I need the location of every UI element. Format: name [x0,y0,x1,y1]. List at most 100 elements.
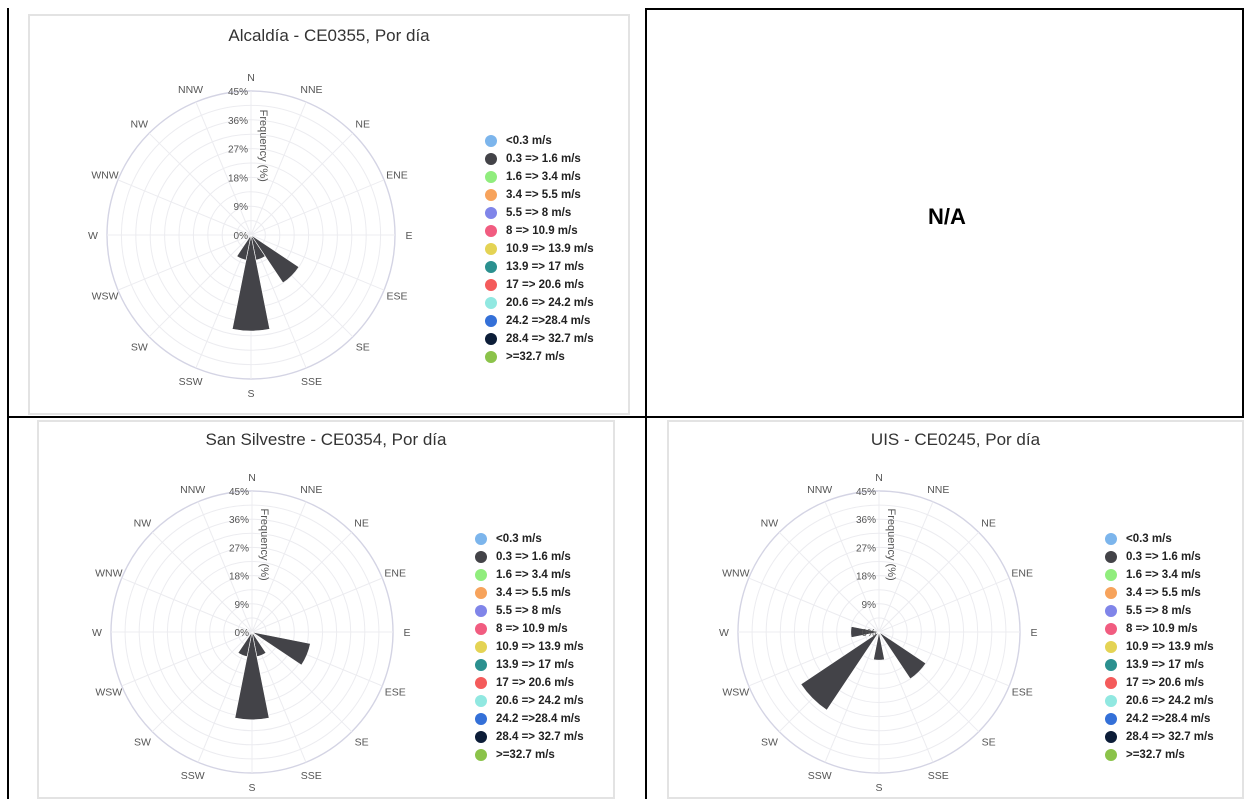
legend-item[interactable]: 3.4 => 5.5 m/s [1105,584,1214,602]
legend-item[interactable]: 13.9 => 17 m/s [1105,656,1214,674]
legend-item[interactable]: 0.3 => 1.6 m/s [485,150,594,168]
legend-item[interactable]: 28.4 => 32.7 m/s [475,728,584,746]
direction-label: WNW [722,568,749,580]
legend-item[interactable]: 5.5 => 8 m/s [475,602,584,620]
direction-label: NE [981,517,996,529]
radial-tick-label: 27% [229,543,249,554]
legend-item[interactable]: 5.5 => 8 m/s [1105,602,1214,620]
grid-left-border [7,8,9,799]
legend-item[interactable]: 3.4 => 5.5 m/s [475,584,584,602]
legend-marker-icon [475,569,487,581]
direction-label: SSW [181,770,205,782]
legend-item[interactable]: 17 => 20.6 m/s [485,276,594,294]
legend-marker-icon [1105,713,1117,725]
legend-item[interactable]: 20.6 => 24.2 m/s [1105,692,1214,710]
legend-marker-icon [1105,749,1117,761]
legend-item[interactable]: 3.4 => 5.5 m/s [485,186,594,204]
radial-tick-label: 45% [228,87,248,98]
direction-label: NNW [807,484,832,496]
legend-label: 20.6 => 24.2 m/s [1126,695,1214,707]
legend-item[interactable]: 10.9 => 13.9 m/s [485,240,594,258]
chart-panel-uis: UIS - CE0245, Por día N NNE NE ENE E ESE SE SSE… [667,420,1244,799]
direction-label: WSW [95,686,122,698]
radial-tick-label: 9% [234,202,249,213]
legend-item[interactable]: 28.4 => 32.7 m/s [1105,728,1214,746]
legend-item[interactable]: 0.3 => 1.6 m/s [1105,548,1214,566]
speed-legend: <0.3 m/s 0.3 => 1.6 m/s 1.6 => 3.4 m/s 3.4 … [1105,530,1214,764]
legend-item[interactable]: 1.6 => 3.4 m/s [485,168,594,186]
legend-label: 8 => 10.9 m/s [496,623,568,635]
direction-label: NNE [300,484,322,496]
grid-row-divider [7,416,1244,418]
legend-item[interactable]: 0.3 => 1.6 m/s [475,548,584,566]
legend-item[interactable]: 5.5 => 8 m/s [485,204,594,222]
direction-label: E [403,627,410,639]
legend-label: 20.6 => 24.2 m/s [496,695,584,707]
legend-item[interactable]: 17 => 20.6 m/s [475,674,584,692]
legend-item[interactable]: <0.3 m/s [475,530,584,548]
legend-marker-icon [1105,623,1117,635]
grid-spoke [118,235,251,290]
legend-label: 0.3 => 1.6 m/s [1126,551,1201,563]
legend-marker-icon [485,279,497,291]
legend-item[interactable]: 8 => 10.9 m/s [485,222,594,240]
legend-label: 10.9 => 13.9 m/s [506,243,594,255]
legend-label: 5.5 => 8 m/s [1126,605,1191,617]
legend-label: 1.6 => 3.4 m/s [1126,569,1201,581]
legend-item[interactable]: 1.6 => 3.4 m/s [1105,566,1214,584]
legend-item[interactable]: 8 => 10.9 m/s [475,620,584,638]
legend-item[interactable]: <0.3 m/s [485,132,594,150]
legend-item[interactable]: 24.2 =>28.4 m/s [485,312,594,330]
radial-tick-label: 18% [228,173,248,184]
legend-item[interactable]: 10.9 => 13.9 m/s [1105,638,1214,656]
legend-label: 10.9 => 13.9 m/s [496,641,584,653]
legend-item[interactable]: >=32.7 m/s [475,746,584,764]
legend-item[interactable]: 13.9 => 17 m/s [485,258,594,276]
legend-label: 13.9 => 17 m/s [496,659,574,671]
legend-item[interactable]: 8 => 10.9 m/s [1105,620,1214,638]
legend-label: 3.4 => 5.5 m/s [1126,587,1201,599]
legend-item[interactable]: 17 => 20.6 m/s [1105,674,1214,692]
legend-item[interactable]: >=32.7 m/s [485,348,594,366]
legend-marker-icon [485,261,497,273]
legend-marker-icon [1105,695,1117,707]
legend-marker-icon [475,749,487,761]
direction-label: N [248,472,256,484]
direction-label: NW [134,517,152,529]
legend-item[interactable]: >=32.7 m/s [1105,746,1214,764]
legend-item[interactable]: 24.2 =>28.4 m/s [475,710,584,728]
legend-marker-icon [485,333,497,345]
legend-item[interactable]: 24.2 =>28.4 m/s [1105,710,1214,728]
legend-item[interactable]: 1.6 => 3.4 m/s [475,566,584,584]
legend-marker-icon [1105,569,1117,581]
legend-label: 1.6 => 3.4 m/s [506,171,581,183]
direction-label: NNE [300,84,322,96]
legend-item[interactable]: 20.6 => 24.2 m/s [475,692,584,710]
radial-tick-label: 36% [229,515,249,526]
legend-label: 17 => 20.6 m/s [1126,677,1204,689]
legend-marker-icon [475,605,487,617]
direction-label: SSE [301,376,322,388]
legend-item[interactable]: 20.6 => 24.2 m/s [485,294,594,312]
legend-marker-icon [1105,677,1117,689]
direction-label: NE [354,517,369,529]
direction-label: ESE [385,686,406,698]
legend-marker-icon [475,623,487,635]
radial-tick-label: 18% [229,572,249,583]
legend-label: 28.4 => 32.7 m/s [1126,731,1214,743]
legend-item[interactable]: 10.9 => 13.9 m/s [475,638,584,656]
legend-marker-icon [1105,641,1117,653]
legend-marker-icon [1105,731,1117,743]
direction-label: SE [356,342,370,354]
radial-tick-label: 0% [234,231,249,242]
direction-label: W [92,627,102,639]
legend-item[interactable]: <0.3 m/s [1105,530,1214,548]
legend-label: 5.5 => 8 m/s [506,207,571,219]
radial-tick-label: 9% [235,600,250,611]
grid-spoke [122,578,252,632]
legend-item[interactable]: 13.9 => 17 m/s [475,656,584,674]
axis-title: Frequency (%) [885,509,897,581]
legend-label: 5.5 => 8 m/s [496,605,561,617]
legend-item[interactable]: 28.4 => 32.7 m/s [485,330,594,348]
direction-label: SSW [179,376,203,388]
